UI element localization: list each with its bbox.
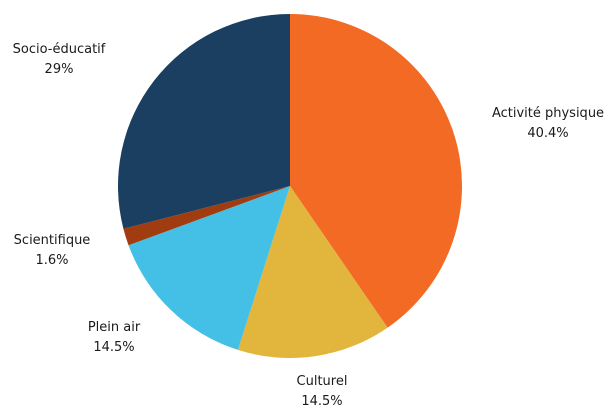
slice-label-scientifique: Scientifique xyxy=(14,233,91,248)
slice-value-plein-air: 14.5% xyxy=(93,340,134,355)
pie-labels: Activité physique 40.4% Culturel 14.5% Plein… xyxy=(13,42,604,408)
slice-label-plein-air: Plein air xyxy=(88,320,141,335)
slice-label-socio-educatif: Socio-éducatif xyxy=(13,42,106,57)
slice-label-culturel: Culturel xyxy=(297,374,348,389)
slice-value-activite-physique: 40.4% xyxy=(527,126,568,141)
pie-slice-plein-air xyxy=(128,186,290,350)
slice-value-scientifique: 1.6% xyxy=(35,253,68,268)
pie-slice-socio-educatif xyxy=(117,14,290,229)
pie-slice-activite-physique xyxy=(290,14,463,328)
slice-value-culturel: 14.5% xyxy=(301,394,342,408)
pie-slice-culturel xyxy=(237,186,388,358)
slice-label-activite-physique: Activité physique xyxy=(492,106,604,121)
pie-slice-scientifique xyxy=(123,186,291,246)
slice-value-socio-educatif: 29% xyxy=(45,62,74,77)
pie-slices xyxy=(117,14,463,358)
